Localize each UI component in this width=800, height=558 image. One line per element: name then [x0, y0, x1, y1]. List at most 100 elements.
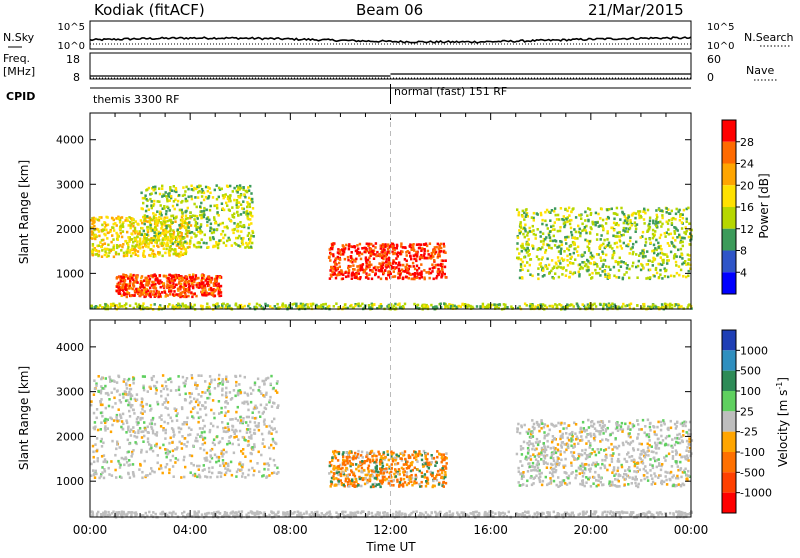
velocity-echo — [355, 480, 357, 483]
power-echo — [625, 227, 627, 230]
power-echo — [208, 219, 210, 222]
power-echo — [101, 249, 103, 252]
power-echo — [402, 305, 404, 308]
power-echo — [242, 237, 244, 240]
power-echo — [674, 218, 676, 221]
power-echo — [344, 271, 346, 274]
power-echo — [151, 281, 153, 284]
power-echo — [267, 304, 269, 307]
velocity-echo — [200, 374, 202, 377]
velocity-echo — [219, 464, 221, 467]
velocity-echo — [175, 415, 177, 418]
power-echo — [223, 209, 225, 212]
power-echo — [184, 211, 186, 214]
velocity-echo — [154, 423, 156, 426]
velocity-echo — [239, 375, 241, 378]
power-echo — [681, 257, 683, 260]
power-echo — [540, 240, 542, 243]
power-echo — [129, 304, 131, 307]
power-echo — [558, 218, 560, 221]
power-echo — [109, 306, 111, 309]
power-echo — [418, 247, 420, 250]
power-echo — [663, 253, 665, 256]
power-echo — [250, 234, 252, 237]
velocity-echo — [216, 426, 218, 429]
power-echo — [602, 227, 604, 230]
power-echo — [584, 265, 586, 268]
velocity-echo — [229, 418, 231, 421]
power-echo — [132, 225, 134, 228]
velocity-echo — [127, 394, 129, 397]
power-echo — [608, 304, 610, 307]
power-echo — [529, 305, 531, 308]
velocity-echo — [107, 394, 109, 397]
power-echo — [585, 229, 587, 232]
power-echo — [431, 263, 433, 266]
velocity-echo — [252, 474, 254, 477]
velocity-echo — [224, 467, 226, 470]
velocity-echo — [149, 473, 151, 476]
power-echo — [375, 269, 377, 272]
power-echo — [129, 280, 131, 283]
power-echo — [231, 214, 233, 217]
power-echo — [661, 277, 663, 280]
power-echo — [621, 211, 623, 214]
power-echo — [228, 209, 230, 212]
power-echo — [180, 254, 182, 257]
velocity-echo — [244, 455, 246, 458]
power-echo — [415, 253, 417, 256]
y-tick-label: 4000 — [56, 134, 84, 147]
velocity-echo — [167, 414, 169, 417]
power-echo — [635, 228, 637, 231]
power-echo — [181, 303, 183, 306]
power-echo — [141, 207, 143, 210]
velocity-echo — [222, 383, 224, 386]
velocity-echo — [406, 476, 408, 479]
power-echo — [198, 286, 200, 289]
power-echo — [152, 250, 154, 253]
power-echo — [94, 253, 96, 256]
power-echo — [146, 215, 148, 218]
power-echo — [380, 269, 382, 272]
velocity-echo — [216, 476, 218, 479]
power-echo — [203, 210, 205, 213]
power-echo — [375, 255, 377, 258]
velocity-echo — [184, 466, 186, 469]
power-echo — [197, 277, 199, 280]
velocity-echo — [172, 450, 174, 453]
power-echo — [179, 237, 181, 240]
power-echo — [217, 305, 219, 308]
power-echo — [416, 272, 418, 275]
velocity-echo — [277, 471, 279, 474]
power-echo — [656, 272, 658, 275]
power-echo — [559, 230, 561, 233]
power-echo — [615, 276, 617, 279]
velocity-echo — [147, 426, 149, 429]
velocity-echo — [150, 467, 152, 470]
power-echo — [423, 254, 425, 257]
power-echo — [172, 275, 174, 278]
power-echo — [199, 232, 201, 235]
power-echo — [140, 282, 142, 285]
colorbar-tick-label: 8 — [740, 245, 747, 258]
power-echo — [112, 304, 114, 307]
velocity-echo — [211, 466, 213, 469]
colorbar-swatch — [722, 272, 736, 294]
power-echo — [577, 246, 579, 249]
power-echo — [460, 305, 462, 308]
velocity-echo — [127, 439, 129, 442]
power-echo — [157, 291, 159, 294]
power-echo — [184, 241, 186, 244]
power-echo — [218, 196, 220, 199]
velocity-echo — [194, 382, 196, 385]
power-echo — [607, 273, 609, 276]
power-echo — [338, 262, 340, 265]
velocity-echo — [193, 398, 195, 401]
velocity-echo — [347, 475, 349, 478]
power-echo — [650, 242, 652, 245]
power-echo — [121, 305, 123, 308]
power-echo — [209, 230, 211, 233]
power-echo — [126, 275, 128, 278]
power-echo — [191, 296, 193, 299]
